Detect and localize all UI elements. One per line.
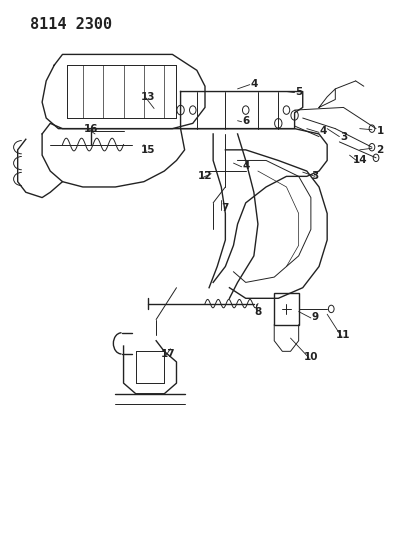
Text: 8: 8 [254,306,261,317]
Text: 4: 4 [249,78,257,88]
Text: 4: 4 [319,126,326,136]
Text: 3: 3 [310,172,318,181]
Text: 5: 5 [294,86,301,96]
Text: 7: 7 [221,203,229,213]
Text: 17: 17 [161,349,175,359]
Bar [274,293,298,325]
Text: 8114 2300: 8114 2300 [30,17,112,33]
Text: 4: 4 [241,161,249,171]
Text: 2: 2 [375,145,383,155]
Text: 10: 10 [303,352,317,361]
Text: 16: 16 [83,124,98,134]
Text: 3: 3 [339,132,346,142]
Text: 1: 1 [375,126,383,136]
Text: 13: 13 [140,92,155,102]
Text: 14: 14 [352,156,366,165]
Text: 11: 11 [335,330,350,341]
Text: 9: 9 [310,312,318,322]
Text: 6: 6 [241,116,249,126]
Text: 15: 15 [140,145,155,155]
Text: 12: 12 [197,172,212,181]
